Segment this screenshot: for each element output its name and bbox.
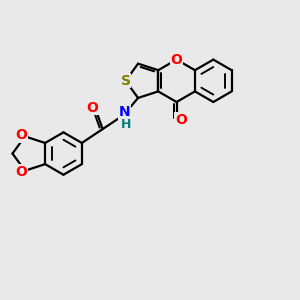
Text: O: O <box>87 100 99 115</box>
Text: H: H <box>121 118 132 130</box>
Text: O: O <box>16 128 27 142</box>
Text: N: N <box>119 105 131 119</box>
Text: O: O <box>175 113 187 127</box>
Text: S: S <box>121 74 130 88</box>
Text: O: O <box>16 165 27 179</box>
Text: O: O <box>171 52 182 67</box>
